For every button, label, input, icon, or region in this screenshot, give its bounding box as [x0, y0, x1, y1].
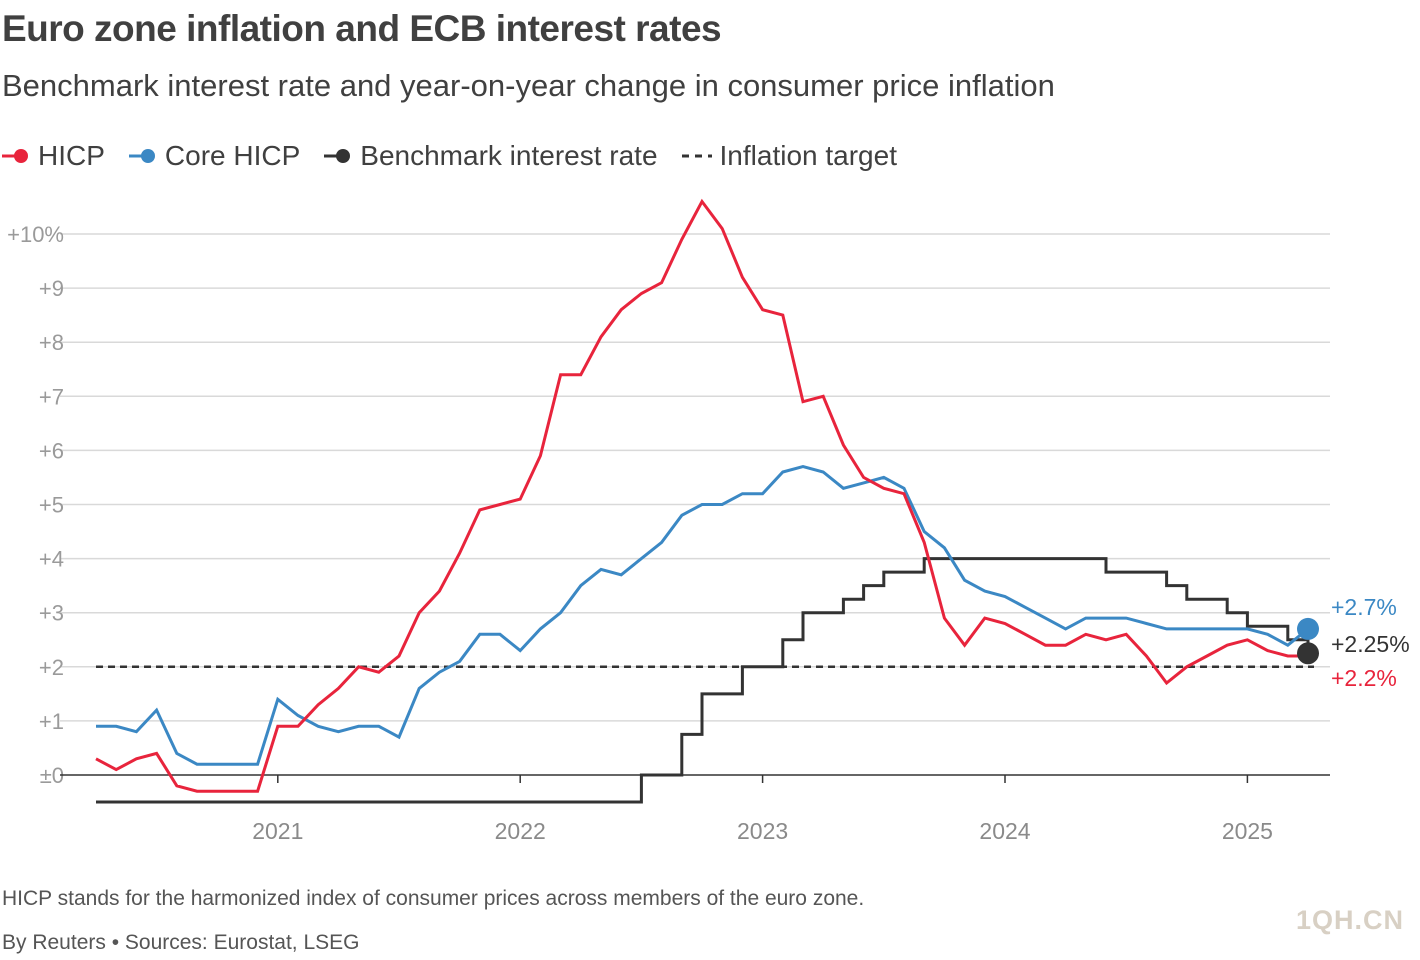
chart-title: Euro zone inflation and ECB interest rat…: [2, 8, 722, 49]
y-tick-label: +4: [39, 547, 64, 572]
legend-swatch-hicp: [2, 149, 28, 163]
x-tick-label: 2024: [979, 818, 1030, 844]
x-tick-label: 2025: [1222, 818, 1273, 844]
x-axis-ticks: 2021 2022 2023 2024 2025: [252, 775, 1273, 844]
legend-swatch-core-hicp: [128, 149, 155, 163]
series-line-core-hicp: [96, 465, 1309, 766]
legend-label-core-hicp: Core HICP: [164, 140, 301, 171]
x-tick-label: 2023: [737, 818, 788, 844]
watermark: 1QH.CN: [1295, 905, 1404, 935]
legend-swatch-inflation-target: [681, 154, 712, 158]
legend-item-benchmark-rate: Benchmark interest rate: [322, 140, 658, 172]
y-axis-ticks: +10% +9 +8 +7 +6 +5 +4 +3 +2 +1 ±0: [7, 222, 64, 788]
legend-item-hicp: HICP: [0, 140, 105, 172]
legend-label-benchmark-rate: Benchmark interest rate: [360, 140, 658, 171]
chart-subtitle: Benchmark interest rate and year-on-year…: [2, 68, 1055, 103]
series-line-benchmark-rate: [96, 557, 1310, 804]
y-tick-label: +6: [39, 438, 64, 463]
y-tick-label: +5: [39, 493, 64, 518]
y-tick-label: +3: [39, 601, 64, 626]
x-tick-label: 2022: [495, 818, 546, 844]
footnote: HICP stands for the harmonized index of …: [2, 887, 865, 910]
chart-legend: HICP Core HICP Benchmark interest rate I…: [0, 140, 919, 172]
source-credit: By Reuters • Sources: Eurostat, LSEG: [2, 931, 360, 954]
end-label-core-hicp: +2.7%: [1331, 594, 1397, 620]
legend-label-inflation-target: Inflation target: [719, 140, 897, 171]
series-endpoints: +2.25% +2.2% +2.7%: [1297, 594, 1410, 691]
chart-canvas: +10%+9+8+7+6+5+4+3+2+1±0 2021 2022 2023 202…: [7, 198, 1410, 844]
y-tick-label: +2: [39, 655, 64, 680]
y-tick-label: +8: [39, 330, 64, 355]
y-tick-label: ±0: [40, 763, 64, 788]
y-tick-label: +9: [39, 276, 64, 301]
y-tick-label: +1: [39, 709, 64, 734]
end-label-hicp: +2.2%: [1331, 665, 1397, 691]
endpoint-dot-benchmark-interest-rate: [1297, 642, 1319, 665]
series-line-hicp: [95, 198, 1308, 793]
legend-label-hicp: HICP: [38, 140, 105, 171]
endpoint-dot-core-hicp: [1297, 617, 1319, 640]
end-label-benchmark-interest-rate: +2.25%: [1331, 631, 1410, 657]
legend-swatch-benchmark-rate: [324, 149, 351, 163]
chart-gridlines: [60, 233, 1330, 722]
x-tick-label: 2021: [252, 818, 303, 844]
legend-item-core-hicp: Core HICP: [127, 140, 300, 172]
y-tick-label: +10%: [7, 222, 64, 247]
legend-item-inflation-target: Inflation target: [680, 140, 897, 172]
y-tick-label: +7: [39, 384, 64, 409]
